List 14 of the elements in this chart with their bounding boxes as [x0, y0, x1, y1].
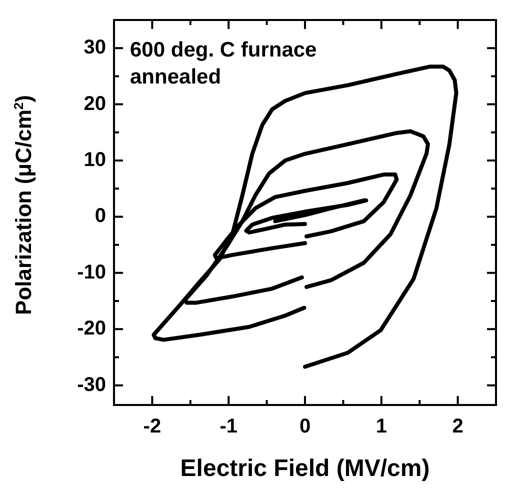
x-tick-label: 2	[452, 416, 464, 438]
x-tick-label: 0	[299, 416, 311, 438]
x-tick-label: -2	[143, 416, 162, 438]
x-axis-title: Electric Field (MV/cm)	[180, 455, 430, 482]
y-tick-label: -30	[77, 374, 106, 396]
x-tick-label: -1	[220, 416, 238, 438]
y-tick-label: 0	[94, 205, 106, 228]
x-tick-label: 1	[376, 416, 387, 438]
y-tick-label: -10	[77, 261, 106, 284]
y-tick-label: 30	[84, 36, 106, 59]
annotation: 600 deg. C furnace annealed	[130, 38, 317, 88]
y-tick-label: -20	[77, 318, 106, 340]
y-tick-label: 20	[84, 92, 106, 115]
y-tick-label: 10	[84, 149, 106, 172]
